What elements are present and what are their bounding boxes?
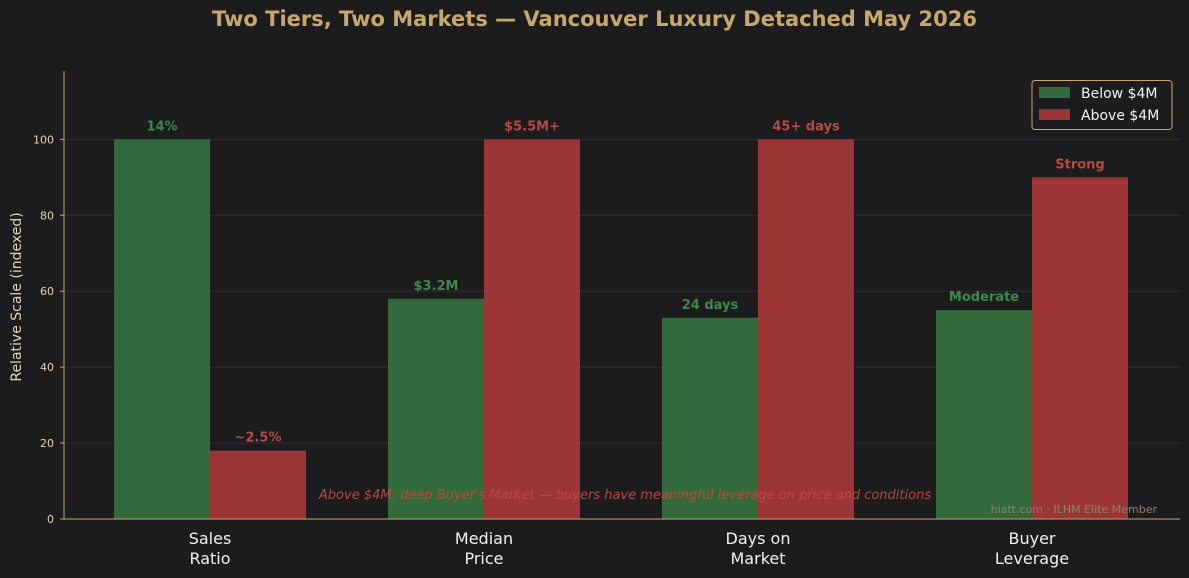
legend-label-above-4m: Above $4M xyxy=(1081,108,1159,124)
data-label-above-4m-3: Strong xyxy=(1055,157,1104,172)
y-axis-label: Relative Scale (indexed) xyxy=(9,212,25,381)
y-tick-label-0: 0 xyxy=(47,513,54,526)
legend-swatch-below-4m xyxy=(1039,87,1070,98)
data-label-above-4m-1: $5.5M+ xyxy=(504,119,560,134)
legend: Below $4M Above $4M xyxy=(1031,80,1173,130)
legend-swatch-above-4m xyxy=(1039,109,1070,120)
bar-above-4m-2 xyxy=(758,139,854,519)
data-label-below-4m-3: Moderate xyxy=(949,290,1019,305)
y-tick-label-60: 60 xyxy=(40,285,54,298)
y-tick-label-80: 80 xyxy=(40,209,54,222)
bar-above-4m-0 xyxy=(210,450,306,519)
data-labels: 14% ~2.5% $3.2M $5.5M+ 24 days 45+ days Modera… xyxy=(146,119,1104,445)
bar-above-4m-1 xyxy=(484,139,580,519)
data-label-above-4m-2: 45+ days xyxy=(772,119,840,134)
watermark: hiatt.com · ILHM Elite Member xyxy=(991,503,1158,516)
y-tick-label-100: 100 xyxy=(33,133,54,146)
bar-below-4m-2 xyxy=(662,317,758,519)
data-label-below-4m-1: $3.2M xyxy=(413,279,458,294)
x-tick-label-2: Days on Market xyxy=(726,529,791,568)
bar-below-4m-1 xyxy=(388,298,484,519)
data-label-above-4m-0: ~2.5% xyxy=(235,431,282,446)
bar-below-4m-3 xyxy=(936,310,1032,519)
chart-title: Two Tiers, Two Markets — Vancouver Luxur… xyxy=(212,7,977,31)
data-label-below-4m-2: 24 days xyxy=(682,298,739,313)
bar-above-4m-3 xyxy=(1032,177,1128,519)
bar-below-4m-0 xyxy=(114,139,210,519)
x-tick-label-0: Sales Ratio xyxy=(189,529,232,568)
chart-annotation: Above $4M: deep Buyer's Market — buyers … xyxy=(318,488,931,503)
x-tick-label-3: Buyer Leverage xyxy=(995,529,1069,568)
data-label-below-4m-0: 14% xyxy=(146,119,177,134)
axes: 0 20 40 60 80 100 Sales Ratio Median Price Days on… xyxy=(33,71,1180,568)
y-tick-label-40: 40 xyxy=(40,361,54,374)
legend-label-below-4m: Below $4M xyxy=(1081,86,1157,102)
x-tick-label-1: Median Price xyxy=(455,529,513,568)
bars xyxy=(114,139,1128,519)
y-tick-label-20: 20 xyxy=(40,437,54,450)
